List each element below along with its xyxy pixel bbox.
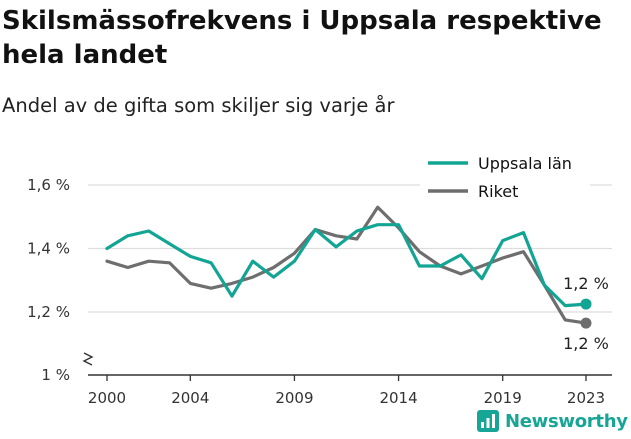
- x-tick-label: 2004: [171, 389, 209, 407]
- grid-lines: [88, 184, 612, 313]
- y-tick-label: 1,4 %: [27, 240, 70, 258]
- chart-subtitle: Andel av de gifta som skiljer sig varje …: [2, 94, 395, 117]
- y-tick-label: 1,2 %: [27, 303, 70, 321]
- legend-bg: [420, 174, 590, 198]
- x-tick-label: 2000: [88, 389, 126, 407]
- chart-title: Skilsmässofrekvens i Uppsala respektive …: [2, 6, 602, 70]
- legend-label: Riket: [478, 182, 518, 201]
- legend-bg: [420, 146, 590, 170]
- x-tick-label: 2014: [379, 389, 417, 407]
- newsworthy-icon: [477, 410, 499, 432]
- x-tick-label: 2009: [275, 389, 313, 407]
- axis-break-icon: [82, 352, 94, 366]
- series-lines: [105, 205, 592, 329]
- end-point-uppsala: [580, 298, 592, 310]
- y-tick-label: 1 %: [41, 366, 70, 384]
- legend: Uppsala län Riket: [420, 146, 590, 201]
- data-labels: 1,2 % 1,2 %: [563, 274, 609, 353]
- y-tick-label: 1,6 %: [27, 176, 70, 194]
- x-tick-label: 2023: [567, 389, 605, 407]
- end-label-uppsala: 1,2 %: [563, 274, 609, 293]
- end-label-riket: 1,2 %: [563, 334, 609, 353]
- legend-label: Uppsala län: [478, 154, 572, 173]
- brand-name: Newsworthy: [505, 410, 628, 432]
- newsworthy-logo: Newsworthy: [476, 409, 628, 433]
- end-point-riket: [580, 317, 592, 329]
- x-tick-label: 2019: [484, 389, 522, 407]
- series-line-uppsala: [105, 223, 588, 308]
- series-line-riket: [105, 205, 588, 325]
- axes: 1 % 1,2 % 1,4 % 1,6 % 2000 2004 2009 2014 2019 20…: [27, 176, 612, 407]
